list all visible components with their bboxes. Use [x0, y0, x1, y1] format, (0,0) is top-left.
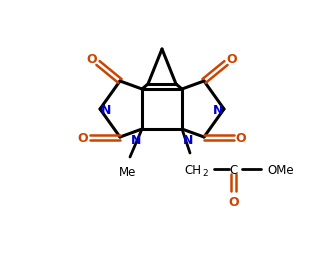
Text: O: O [227, 52, 237, 65]
Text: C: C [230, 163, 238, 176]
Text: O: O [229, 196, 239, 209]
Text: N: N [101, 103, 111, 116]
Text: N: N [183, 133, 193, 146]
Text: O: O [78, 131, 88, 144]
Text: 2: 2 [202, 169, 208, 178]
Text: OMe: OMe [268, 163, 294, 176]
Text: CH: CH [184, 163, 201, 176]
Text: N: N [131, 133, 141, 146]
Text: O: O [87, 52, 97, 65]
Text: Me: Me [119, 165, 137, 178]
Text: N: N [213, 103, 223, 116]
Text: O: O [236, 131, 246, 144]
